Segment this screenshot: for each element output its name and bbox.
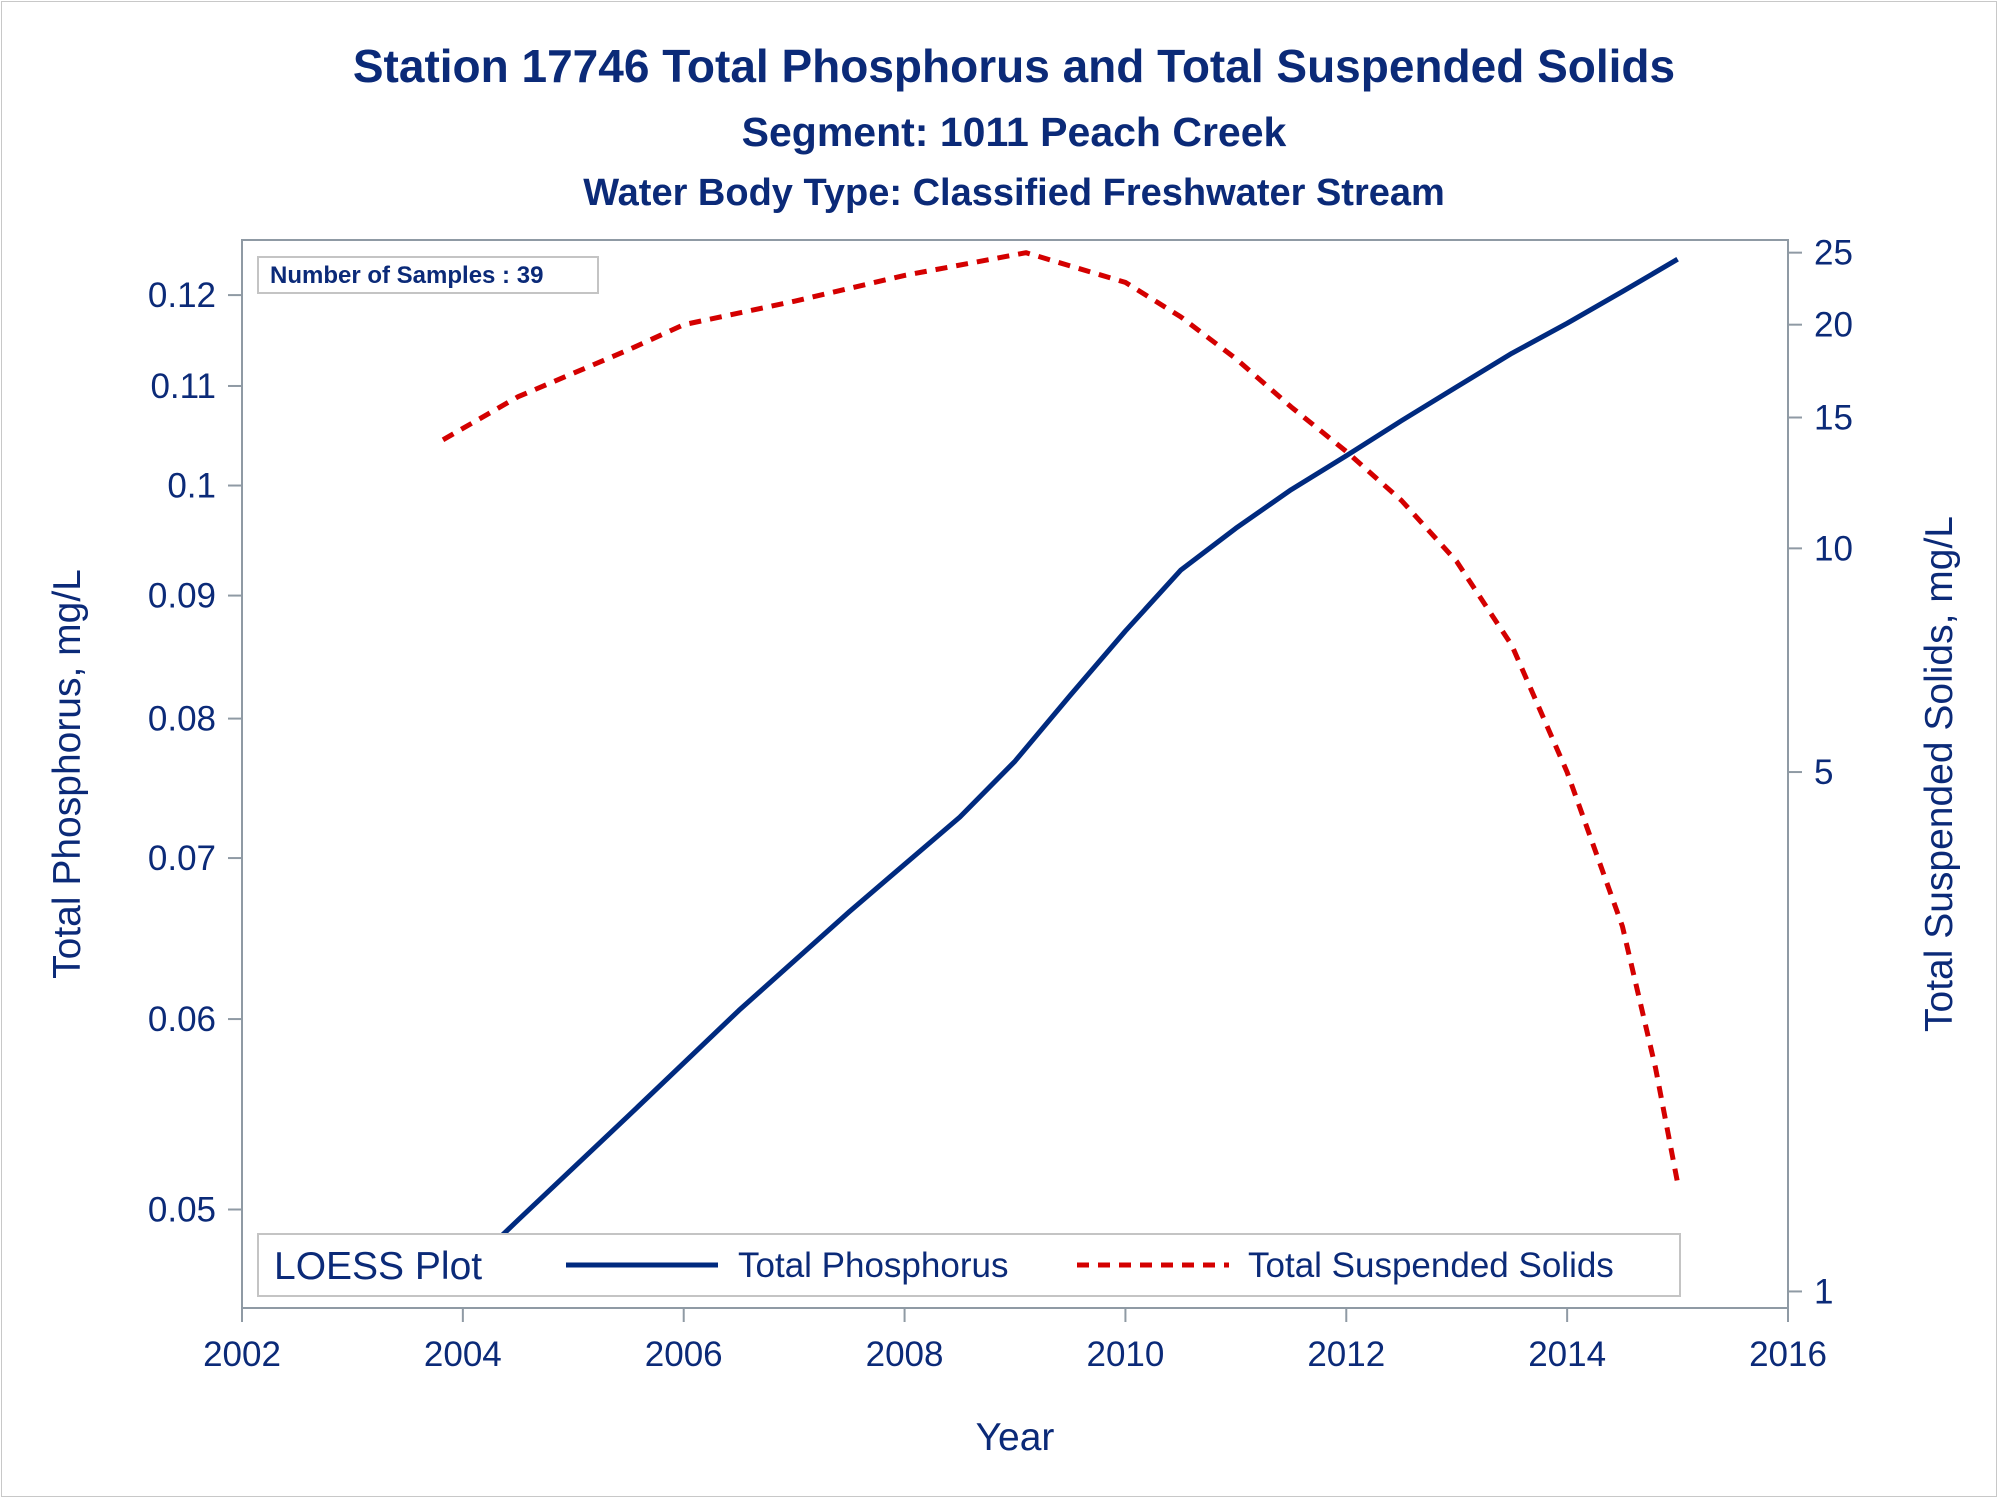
y-tick-label: 0.12 — [148, 276, 216, 315]
series-line-total-phosphorus — [441, 257, 1679, 1294]
y2-tick-label: 10 — [1814, 529, 1853, 568]
y-axis-left: 0.05 0.06 0.07 0.08 0.09 0.1 0.11 0.12 — [148, 276, 242, 1229]
y2-tick-label: 15 — [1814, 399, 1853, 438]
x-tick-label: 2016 — [1749, 1335, 1827, 1374]
y-tick-label: 0.05 — [148, 1190, 216, 1229]
y-tick-label: 0.1 — [167, 467, 216, 506]
y-axis-right-label: Total Suspended Solids, mg/L — [1918, 516, 1961, 1032]
x-tick-label: 2004 — [424, 1335, 502, 1374]
y2-tick-label: 5 — [1814, 753, 1833, 792]
plot-area — [241, 239, 1789, 1309]
y-axis-left-label: Total Phosphorus, mg/L — [46, 569, 89, 979]
y-tick-label: 0.09 — [148, 577, 216, 616]
series-layer — [441, 250, 1681, 1294]
chart-subtitle: Segment: 1011 Peach Creek — [742, 109, 1287, 155]
x-tick-label: 2012 — [1307, 1335, 1385, 1374]
x-tick-label: 2010 — [1086, 1335, 1164, 1374]
legend-label-total-phosphorus: Total Phosphorus — [738, 1246, 1008, 1285]
y-tick-label: 0.08 — [148, 700, 216, 739]
sample-count-frame — [257, 256, 599, 294]
x-tick-label: 2002 — [203, 1335, 281, 1374]
x-tick-label: 2008 — [866, 1335, 944, 1374]
y-tick-label: 0.07 — [148, 839, 216, 878]
series-line-total-suspended-solids — [441, 250, 1681, 1184]
legend: LOESS Plot Total Phosphorus Total Suspen… — [257, 1233, 1681, 1297]
legend-frame — [257, 1233, 1681, 1297]
y-tick-label: 0.11 — [150, 367, 216, 406]
x-axis-label: Year — [976, 1416, 1055, 1459]
chart-title: Station 17746 Total Phosphorus and Total… — [353, 40, 1675, 92]
chart-subtitle-2: Water Body Type: Classified Freshwater S… — [583, 172, 1445, 214]
sample-count-text: Number of Samples : 39 — [270, 262, 543, 289]
x-tick-label: 2014 — [1528, 1335, 1606, 1374]
y2-tick-label: 20 — [1814, 306, 1853, 345]
y2-tick-label: 25 — [1814, 234, 1853, 273]
sample-count-box: Number of Samples : 39 — [257, 256, 599, 294]
y-tick-label: 0.06 — [148, 1000, 216, 1039]
y2-tick-label: 1 — [1814, 1272, 1833, 1311]
x-axis: 2002 2004 2006 2008 2010 2012 2014 2016 — [203, 1308, 1827, 1374]
legend-label-total-suspended-solids: Total Suspended Solids — [1248, 1246, 1614, 1285]
x-tick-label: 2006 — [645, 1335, 723, 1374]
legend-title: LOESS Plot — [274, 1245, 482, 1288]
